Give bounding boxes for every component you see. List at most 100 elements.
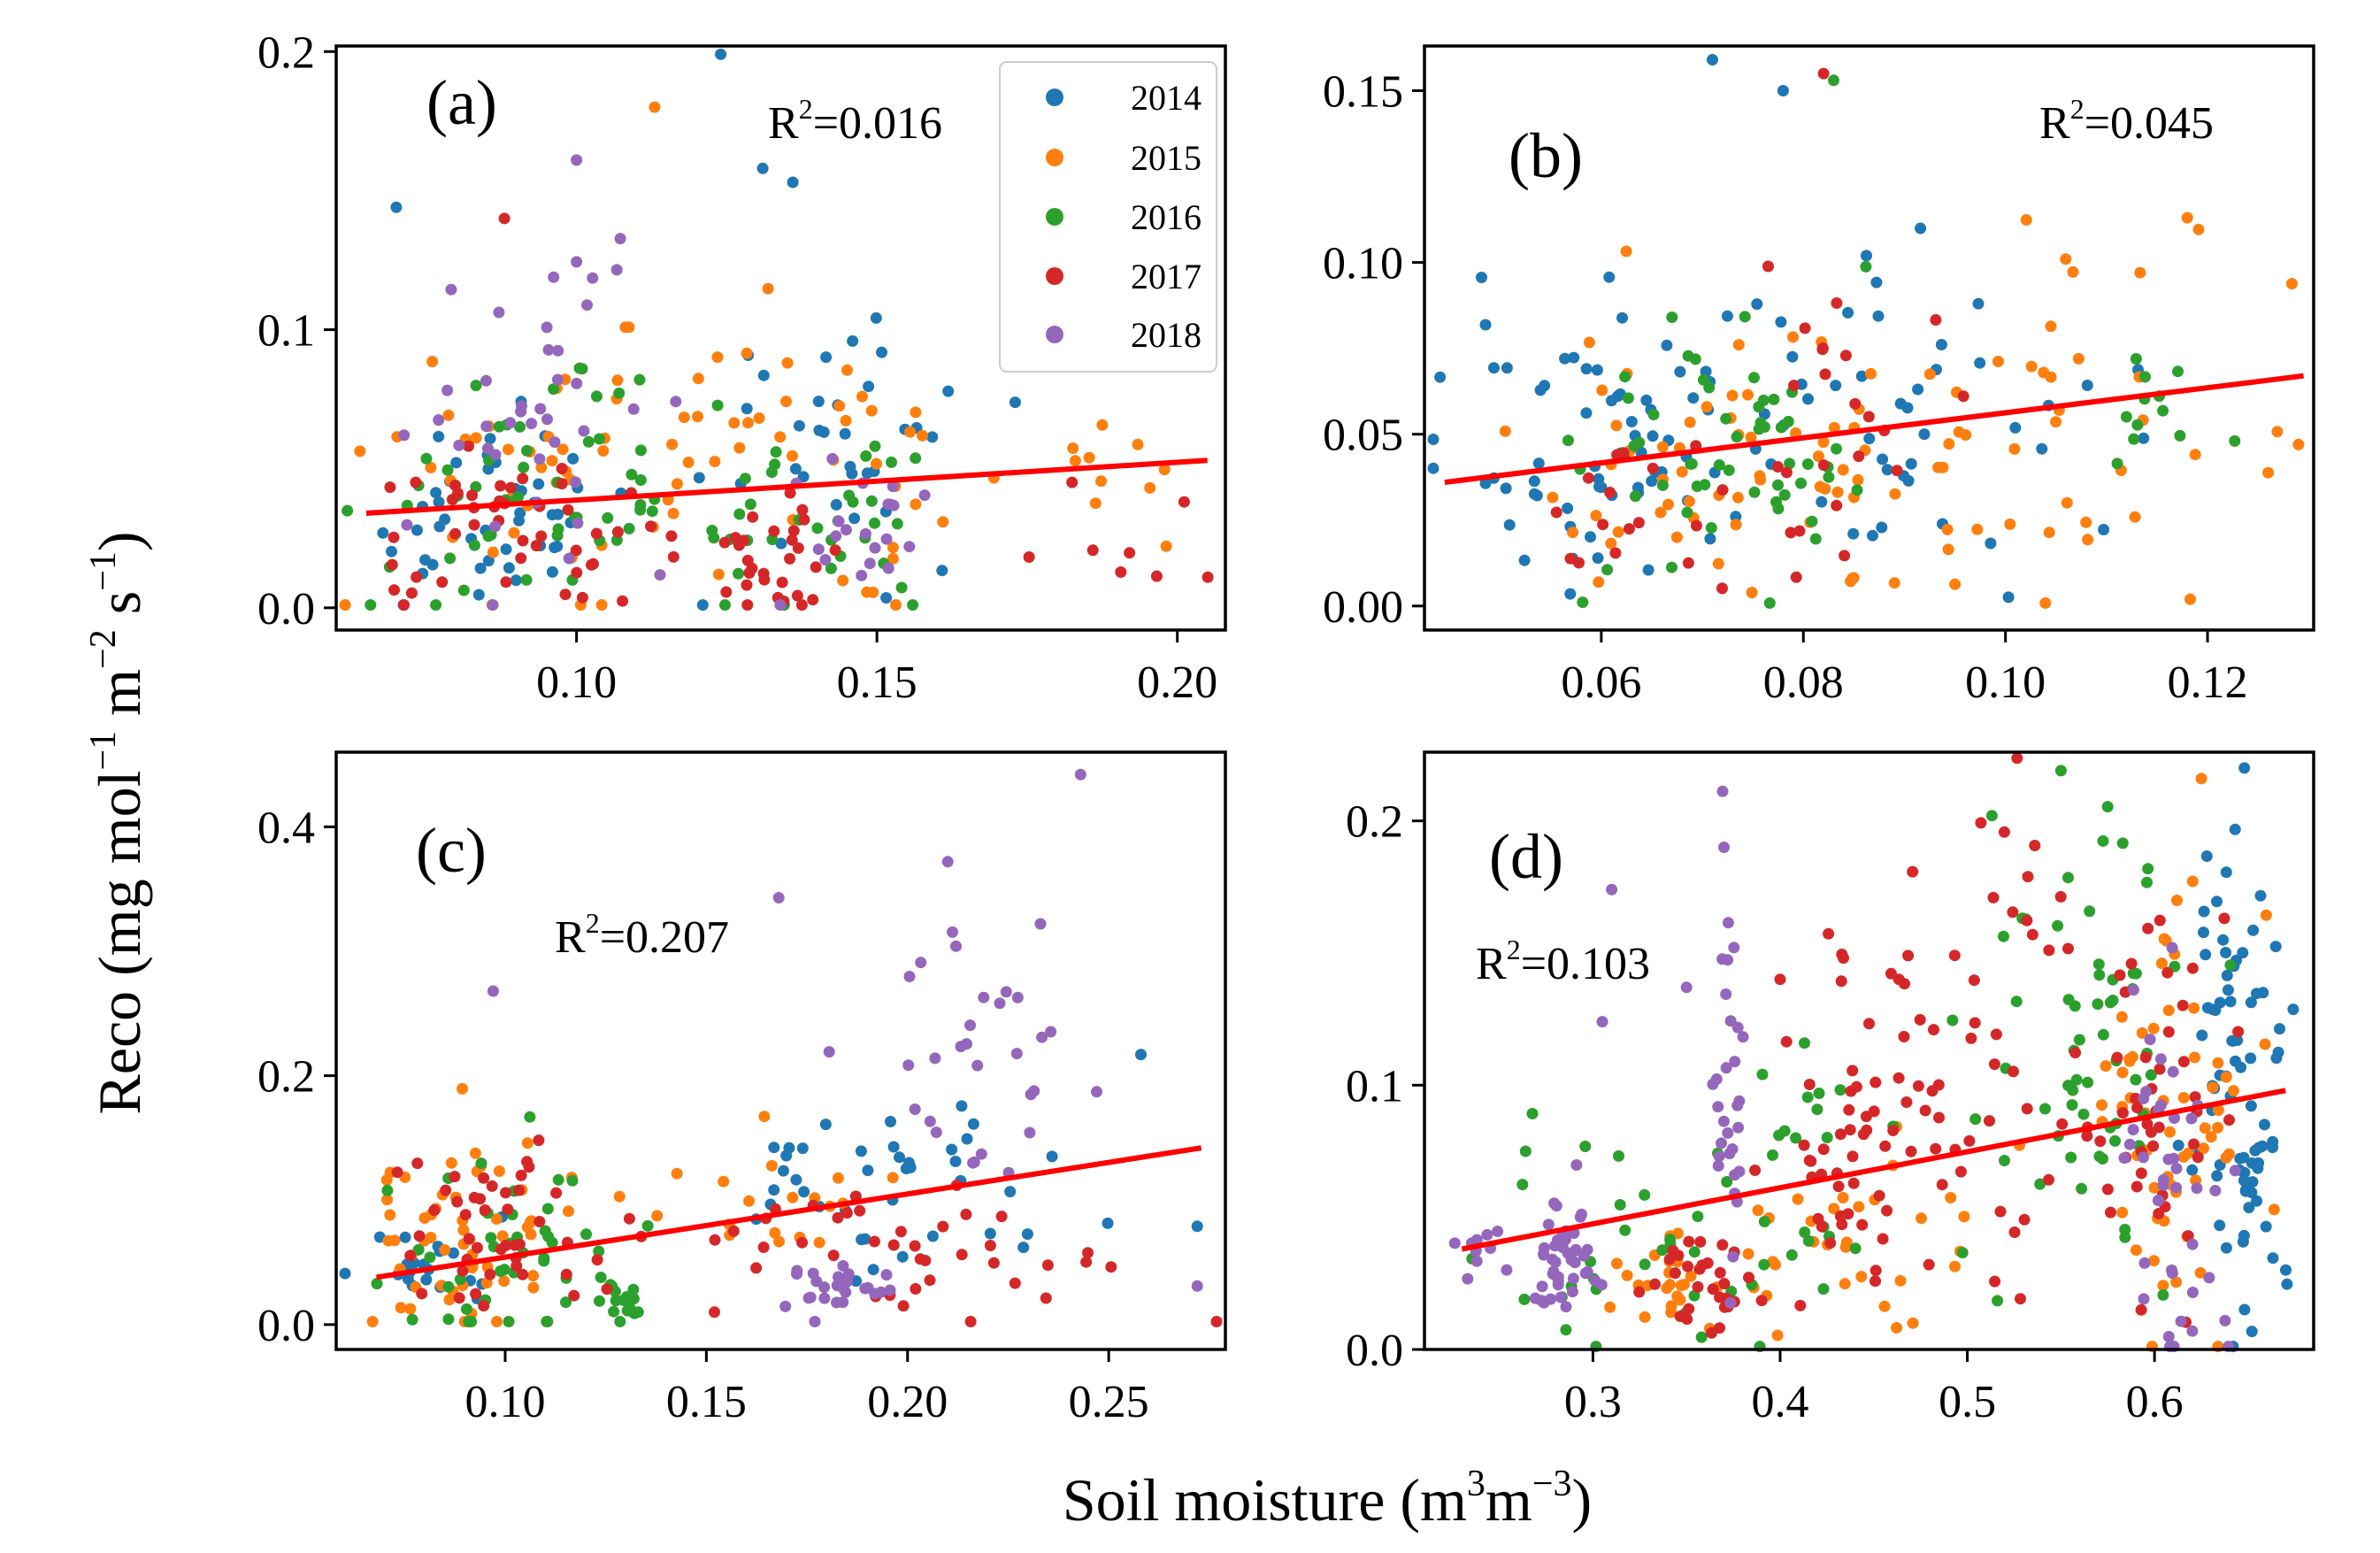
panel-d-point-2017 (2026, 928, 2038, 941)
panel-d-point-2015 (2162, 1004, 2175, 1017)
panel-d-point-2014 (2272, 1046, 2284, 1058)
panel-a-point-2014 (757, 369, 770, 381)
panel-d-point-2016 (1773, 1129, 1785, 1142)
panel-a-xtick-label: 0.20 (1137, 657, 1217, 708)
panel-d-point-2017 (2069, 1047, 2082, 1059)
panel-d-point-2017 (1834, 1210, 1846, 1222)
panel-b-point-2016 (1681, 506, 1693, 519)
panel-d-point-2018 (1560, 1301, 1572, 1313)
panel-c-point-2015 (743, 1195, 755, 1207)
panel-a-point-2015 (910, 498, 922, 511)
panel-c-point-2015 (563, 1205, 574, 1218)
panel-d-point-2015 (2212, 1057, 2224, 1069)
panel-d-point-2016 (1799, 1037, 1810, 1049)
panel-a-point-2017 (517, 473, 529, 485)
panel-d-point-2018 (1729, 1056, 1741, 1068)
panel-d-point-2016 (2142, 863, 2154, 875)
legend-marker-2016 (1046, 208, 1063, 226)
panel-a-point-2017 (743, 567, 756, 579)
panel-c-point-2018 (1091, 1086, 1102, 1098)
panel-d-point-2016 (1614, 1199, 1626, 1211)
panel-b-point-2016 (2130, 353, 2142, 365)
panel-c-point-2017 (470, 1288, 482, 1300)
panel-a-xtick-label: 0.15 (837, 657, 917, 708)
panel-c-point-2017 (1082, 1247, 1094, 1259)
panel-d-point-2017 (1919, 1104, 1931, 1117)
panel-b-point-2016 (1763, 597, 1776, 609)
panel-d-point-2017 (1681, 1313, 1693, 1326)
panel-d-point-2018 (1529, 1292, 1541, 1304)
panel-c-point-2016 (620, 1291, 633, 1303)
panel-a-point-2015 (597, 445, 610, 457)
panel-a-point-2015 (937, 516, 949, 528)
panel-a-point-2017 (741, 579, 753, 591)
panel-b-point-2015 (2184, 593, 2196, 605)
panel-c-point-2017 (486, 1180, 498, 1192)
panel-a-point-2014 (546, 565, 558, 578)
panel-a-point-2016 (602, 511, 614, 524)
panel-d-point-2016 (2093, 969, 2106, 981)
panel-a-point-2016 (869, 440, 881, 452)
panel-b-point-2014 (1488, 362, 1500, 374)
panel-a-point-2016 (847, 496, 859, 508)
panel-c-point-2015 (381, 1194, 393, 1206)
panel-b-point-2015 (2181, 211, 2193, 224)
panel-d-point-2018 (1501, 1264, 1513, 1276)
panel-a-point-2015 (787, 450, 798, 462)
y-axis-title: Reco (mg mol−1 m−2 s−1) (83, 531, 153, 1114)
panel-c-point-2017 (568, 1289, 580, 1302)
panel-c-point-2017 (1040, 1292, 1052, 1304)
x-axis-title: Soil moisture (m3m−3) (1063, 1464, 1592, 1534)
panel-d-point-2016 (1695, 1331, 1708, 1343)
panel-b-point-2015 (2189, 449, 2201, 461)
panel-a-point-2015 (867, 586, 879, 598)
panel-a-point-2014 (789, 463, 802, 475)
panel-b-xtick-label: 0.08 (1763, 657, 1844, 708)
panel-b-frame (1423, 44, 2315, 632)
panel-c-point-2015 (813, 1236, 825, 1249)
panel-d-point-2018 (1549, 1240, 1561, 1252)
panel-b-point-2015 (2080, 516, 2092, 528)
panel-a-point-2014 (775, 537, 787, 550)
panel-d-point-2017 (2135, 1303, 2147, 1316)
panel-c-point-2018 (930, 1126, 942, 1139)
panel-c-point-2017 (428, 1204, 441, 1217)
panel-c-point-2016 (524, 1111, 536, 1123)
panel-d-point-2017 (2154, 914, 2166, 926)
panel-c-point-2016 (614, 1316, 626, 1327)
panel-c-point-2014 (373, 1231, 386, 1243)
panel-b-point-2014 (2138, 432, 2150, 444)
panel-a-point-2017 (452, 487, 464, 499)
panel-c-point-2018 (1000, 986, 1012, 998)
panel-d-point-2017 (1965, 1032, 1977, 1044)
panel-a-point-2017 (449, 527, 462, 540)
panel-d-point-2014 (2230, 1055, 2241, 1067)
panel-b-point-2015 (1730, 519, 1742, 531)
panel-a-point-2015 (1069, 455, 1081, 467)
panel-d-label: (d) (1489, 821, 1563, 892)
panel-c-point-2014 (887, 1141, 900, 1153)
panel-d-point-2015 (1853, 1201, 1865, 1213)
panel-c-point-2015 (445, 1157, 457, 1169)
panel-c-point-2016 (442, 1280, 455, 1293)
panel-c-point-2016 (566, 1174, 579, 1187)
panel-a-point-2014 (503, 562, 515, 574)
panel-a-point-2017 (1150, 570, 1163, 582)
panel-a-point-2015 (762, 282, 774, 295)
panel-a-point-2017 (611, 526, 624, 538)
panel-d-point-2018 (2162, 1153, 2175, 1165)
panel-c-point-2016 (595, 1272, 607, 1283)
panel-a-point-2018 (481, 442, 494, 455)
panel-d-point-2017 (1843, 1103, 1855, 1116)
panel-a-point-2018 (453, 439, 465, 451)
y-axis-title-text: Reco (mg mol (86, 771, 153, 1115)
panel-d-point-2016 (2084, 905, 2096, 918)
panel-d-point-2017 (1803, 1079, 1816, 1090)
panel-b-point-2015 (2072, 352, 2084, 365)
panel-a-point-2014 (533, 478, 545, 490)
panel-a-point-2017 (410, 476, 422, 488)
panel-c-point-2018 (941, 856, 954, 868)
panel-d-point-2015 (1742, 1248, 1754, 1260)
panel-c-point-2017 (897, 1300, 910, 1312)
